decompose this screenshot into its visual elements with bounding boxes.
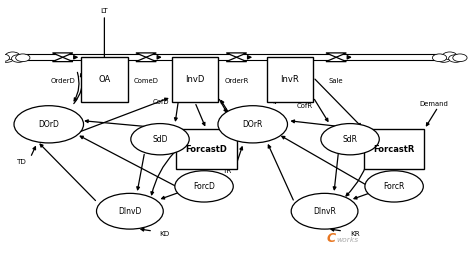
Polygon shape: [226, 57, 247, 62]
Polygon shape: [136, 57, 156, 62]
Text: SdR: SdR: [342, 135, 358, 144]
Text: Sale: Sale: [329, 78, 343, 84]
FancyBboxPatch shape: [176, 129, 236, 169]
Text: OrderD: OrderD: [50, 78, 75, 84]
Text: KR: KR: [350, 231, 359, 237]
Circle shape: [321, 124, 379, 155]
Text: KD: KD: [159, 231, 170, 237]
FancyBboxPatch shape: [81, 57, 128, 102]
Text: OrderR: OrderR: [224, 78, 249, 84]
Circle shape: [365, 171, 423, 202]
Polygon shape: [136, 53, 156, 57]
Text: ForcastR: ForcastR: [373, 145, 415, 154]
Circle shape: [432, 54, 447, 62]
Text: CofR: CofR: [297, 103, 313, 109]
Circle shape: [291, 193, 358, 229]
Circle shape: [443, 52, 457, 60]
Text: SdD: SdD: [152, 135, 168, 144]
FancyBboxPatch shape: [172, 57, 218, 102]
Text: InvD: InvD: [185, 75, 204, 84]
Polygon shape: [53, 57, 73, 62]
Circle shape: [96, 193, 163, 229]
Text: DOrR: DOrR: [243, 120, 263, 129]
Text: CofD: CofD: [153, 99, 169, 105]
Circle shape: [0, 54, 9, 62]
Circle shape: [0, 55, 14, 62]
FancyBboxPatch shape: [364, 129, 424, 169]
Text: OA: OA: [98, 75, 111, 84]
Circle shape: [6, 52, 20, 60]
Text: ForcastD: ForcastD: [185, 145, 228, 154]
Text: DOrD: DOrD: [38, 120, 59, 129]
Polygon shape: [326, 53, 346, 57]
Circle shape: [448, 55, 463, 62]
Text: LT: LT: [101, 8, 108, 14]
Text: InvR: InvR: [280, 75, 299, 84]
Text: Demand: Demand: [420, 101, 448, 108]
Circle shape: [11, 55, 26, 62]
Text: C: C: [327, 232, 336, 245]
Text: ForcR: ForcR: [384, 182, 405, 191]
Polygon shape: [226, 53, 247, 57]
Circle shape: [14, 106, 84, 143]
Circle shape: [175, 171, 233, 202]
Circle shape: [131, 124, 189, 155]
Text: works: works: [336, 237, 358, 243]
Circle shape: [453, 54, 467, 62]
Text: ForcD: ForcD: [193, 182, 215, 191]
Circle shape: [218, 106, 288, 143]
FancyBboxPatch shape: [267, 57, 313, 102]
Text: DInvR: DInvR: [313, 207, 336, 216]
Circle shape: [437, 55, 451, 62]
Polygon shape: [53, 53, 73, 57]
Text: ComeD: ComeD: [134, 78, 158, 84]
Polygon shape: [326, 57, 346, 62]
Text: TD: TD: [18, 158, 27, 165]
Text: TR: TR: [222, 168, 232, 175]
Text: DInvD: DInvD: [118, 207, 141, 216]
Circle shape: [16, 54, 30, 62]
